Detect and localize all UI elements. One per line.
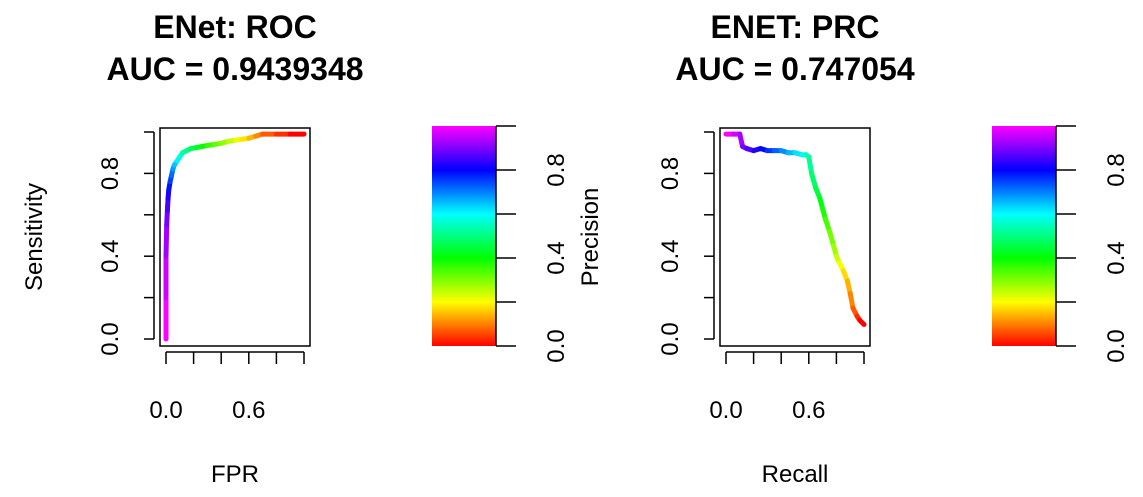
prc-curve bbox=[723, 131, 867, 328]
prc-y-axis-label: Precision bbox=[577, 188, 604, 287]
prc-x-axis-label: Recall bbox=[762, 461, 829, 488]
roc-y-tick-label: 0.0 bbox=[97, 322, 124, 355]
prc-curve-segment bbox=[809, 170, 819, 191]
roc-colorbar-axis: 0.0 0.4 0.8 bbox=[495, 125, 570, 363]
roc-curve bbox=[163, 131, 307, 342]
prc-x-tick-label: 0.0 bbox=[709, 397, 742, 424]
roc-curve-segment bbox=[163, 222, 170, 259]
prc-y-axis: 0.0 0.4 0.8 bbox=[657, 131, 715, 356]
prc-curve-segment bbox=[857, 317, 867, 328]
roc-y-tick-label: 0.8 bbox=[97, 157, 124, 190]
roc-title-line2: AUC = 0.9439348 bbox=[106, 51, 363, 87]
prc-y-tick-label: 0.8 bbox=[657, 157, 684, 190]
prc-x-tick-label: 0.6 bbox=[792, 397, 825, 424]
prc-colorbar-tick-label: 0.0 bbox=[1103, 329, 1130, 362]
roc-colorbar: 0.0 0.4 0.8 bbox=[432, 125, 570, 363]
roc-x-tick-label: 0.0 bbox=[149, 397, 182, 424]
roc-colorbar-tick-label: 0.4 bbox=[543, 241, 570, 274]
roc-y-tick-label: 0.4 bbox=[97, 240, 124, 273]
roc-y-axis: 0.0 0.4 0.8 bbox=[97, 131, 155, 356]
prc-curve-segment bbox=[806, 154, 815, 176]
roc-y-axis-label: Sensitivity bbox=[21, 183, 48, 291]
roc-x-tick-label: 0.6 bbox=[232, 397, 265, 424]
prc-y-tick-label: 0.0 bbox=[657, 322, 684, 355]
roc-title-line1: ENet: ROC bbox=[153, 9, 317, 45]
prc-colorbar-axis: 0.0 0.4 0.8 bbox=[1055, 125, 1130, 363]
prc-colorbar-gradient bbox=[992, 126, 1056, 346]
roc-colorbar-tick-label: 0.8 bbox=[543, 153, 570, 186]
prc-y-tick-label: 0.4 bbox=[657, 240, 684, 273]
roc-colorbar-gradient bbox=[432, 126, 496, 346]
prc-panel: ENET: PRC AUC = 0.747054 0.0 0.6 0.00.40.… bbox=[577, 9, 915, 488]
prc-colorbar-tick-label: 0.8 bbox=[1103, 153, 1130, 186]
prc-curve-segment bbox=[827, 228, 837, 249]
prc-colorbar-tick-label: 0.4 bbox=[1103, 241, 1130, 274]
roc-colorbar-tick-label: 0.0 bbox=[543, 329, 570, 362]
prc-plot-frame bbox=[719, 127, 871, 347]
roc-plot-frame bbox=[159, 127, 311, 347]
prc-title-line2: AUC = 0.747054 bbox=[675, 51, 914, 87]
prc-title-line1: ENET: PRC bbox=[711, 9, 880, 45]
roc-panel: ENet: ROC AUC = 0.9439348 0.0 0.6 0.00.40… bbox=[21, 9, 364, 488]
prc-x-axis: 0.0 0.6 bbox=[709, 351, 865, 424]
roc-x-axis: 0.0 0.6 bbox=[149, 351, 305, 424]
prc-colorbar: 0.0 0.4 0.8 bbox=[992, 125, 1130, 363]
roc-x-axis-label: FPR bbox=[211, 461, 259, 488]
